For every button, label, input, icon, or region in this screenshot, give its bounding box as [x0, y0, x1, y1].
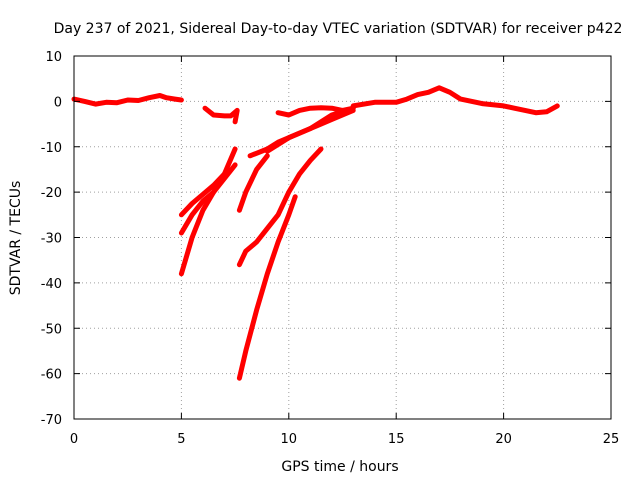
series-track-9	[236, 146, 324, 268]
series-track-6	[178, 162, 238, 236]
series-track-12	[264, 105, 356, 154]
tick-labels: 0 5 10 15 20 25 10 0 -10 -20 -30 -40 -50 -60 -70	[41, 50, 620, 447]
series-track-8	[236, 153, 270, 213]
x-tick-label: 15	[388, 432, 405, 447]
y-tick-label: -70	[41, 413, 62, 428]
series-group	[71, 85, 560, 381]
x-tick-label: 0	[70, 432, 78, 447]
series-track-10	[236, 194, 298, 381]
series-track-7	[178, 171, 227, 218]
x-tick-label: 5	[177, 432, 185, 447]
y-tick-label: -10	[41, 141, 62, 156]
x-tick-label: 20	[495, 432, 512, 447]
y-tick-label: -50	[41, 322, 62, 337]
y-tick-label: -40	[41, 277, 62, 292]
x-tick-label: 25	[603, 432, 620, 447]
x-tick-label: 10	[281, 432, 298, 447]
chart-title: Day 237 of 2021, Sidereal Day-to-day VTE…	[54, 21, 623, 37]
y-axis-label: SDTVAR / TECUs	[8, 181, 24, 296]
y-tick-label: 0	[54, 95, 62, 110]
series-track-4	[350, 85, 560, 116]
y-tick-label: 10	[45, 50, 62, 65]
series-track-5	[178, 146, 238, 277]
ticks	[73, 55, 612, 420]
series-track-1	[71, 93, 184, 107]
y-tick-label: -30	[41, 232, 62, 247]
series-track-2	[202, 105, 240, 125]
y-tick-label: -60	[41, 368, 62, 383]
y-tick-label: -20	[41, 186, 62, 201]
x-axis-label: GPS time / hours	[281, 459, 398, 475]
